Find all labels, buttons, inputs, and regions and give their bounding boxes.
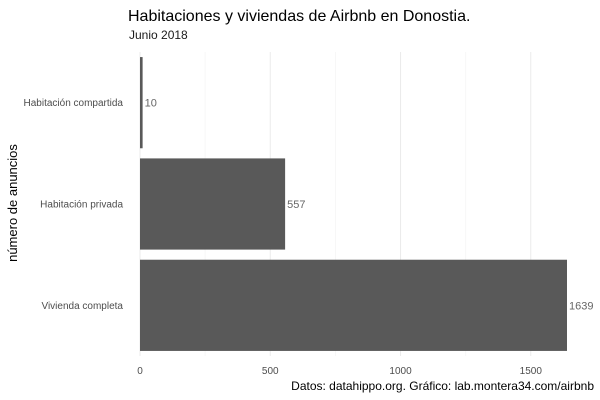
x-tick-label: 0 (137, 366, 143, 377)
x-tick-label: 500 (262, 366, 279, 377)
category-label: Habitación compartida (24, 98, 124, 109)
category-label: Habitación privada (40, 200, 123, 211)
bar (140, 259, 567, 351)
x-tick-label: 1000 (389, 366, 412, 377)
x-tick-label: 1500 (520, 366, 543, 377)
chart-title: Habitaciones y viviendas de Airbnb en Do… (128, 8, 470, 25)
y-axis-label: número de anuncios (5, 144, 20, 262)
data-labels: 10 557 1639 (145, 98, 594, 313)
category-label: Vivienda completa (41, 301, 123, 312)
data-label: 557 (287, 199, 305, 211)
bar (140, 158, 286, 250)
chart-caption: Datos: datahippo.org. Gráfico: lab.monte… (291, 379, 594, 393)
x-tick-labels: 0 500 1000 1500 (137, 366, 542, 377)
data-label: 10 (145, 98, 157, 110)
bars (140, 57, 567, 351)
category-labels: Habitación compartida Habitación privada V… (24, 98, 124, 312)
chart-subtitle: Junio 2018 (129, 28, 188, 42)
data-label: 1639 (569, 300, 593, 312)
bar (140, 57, 143, 149)
